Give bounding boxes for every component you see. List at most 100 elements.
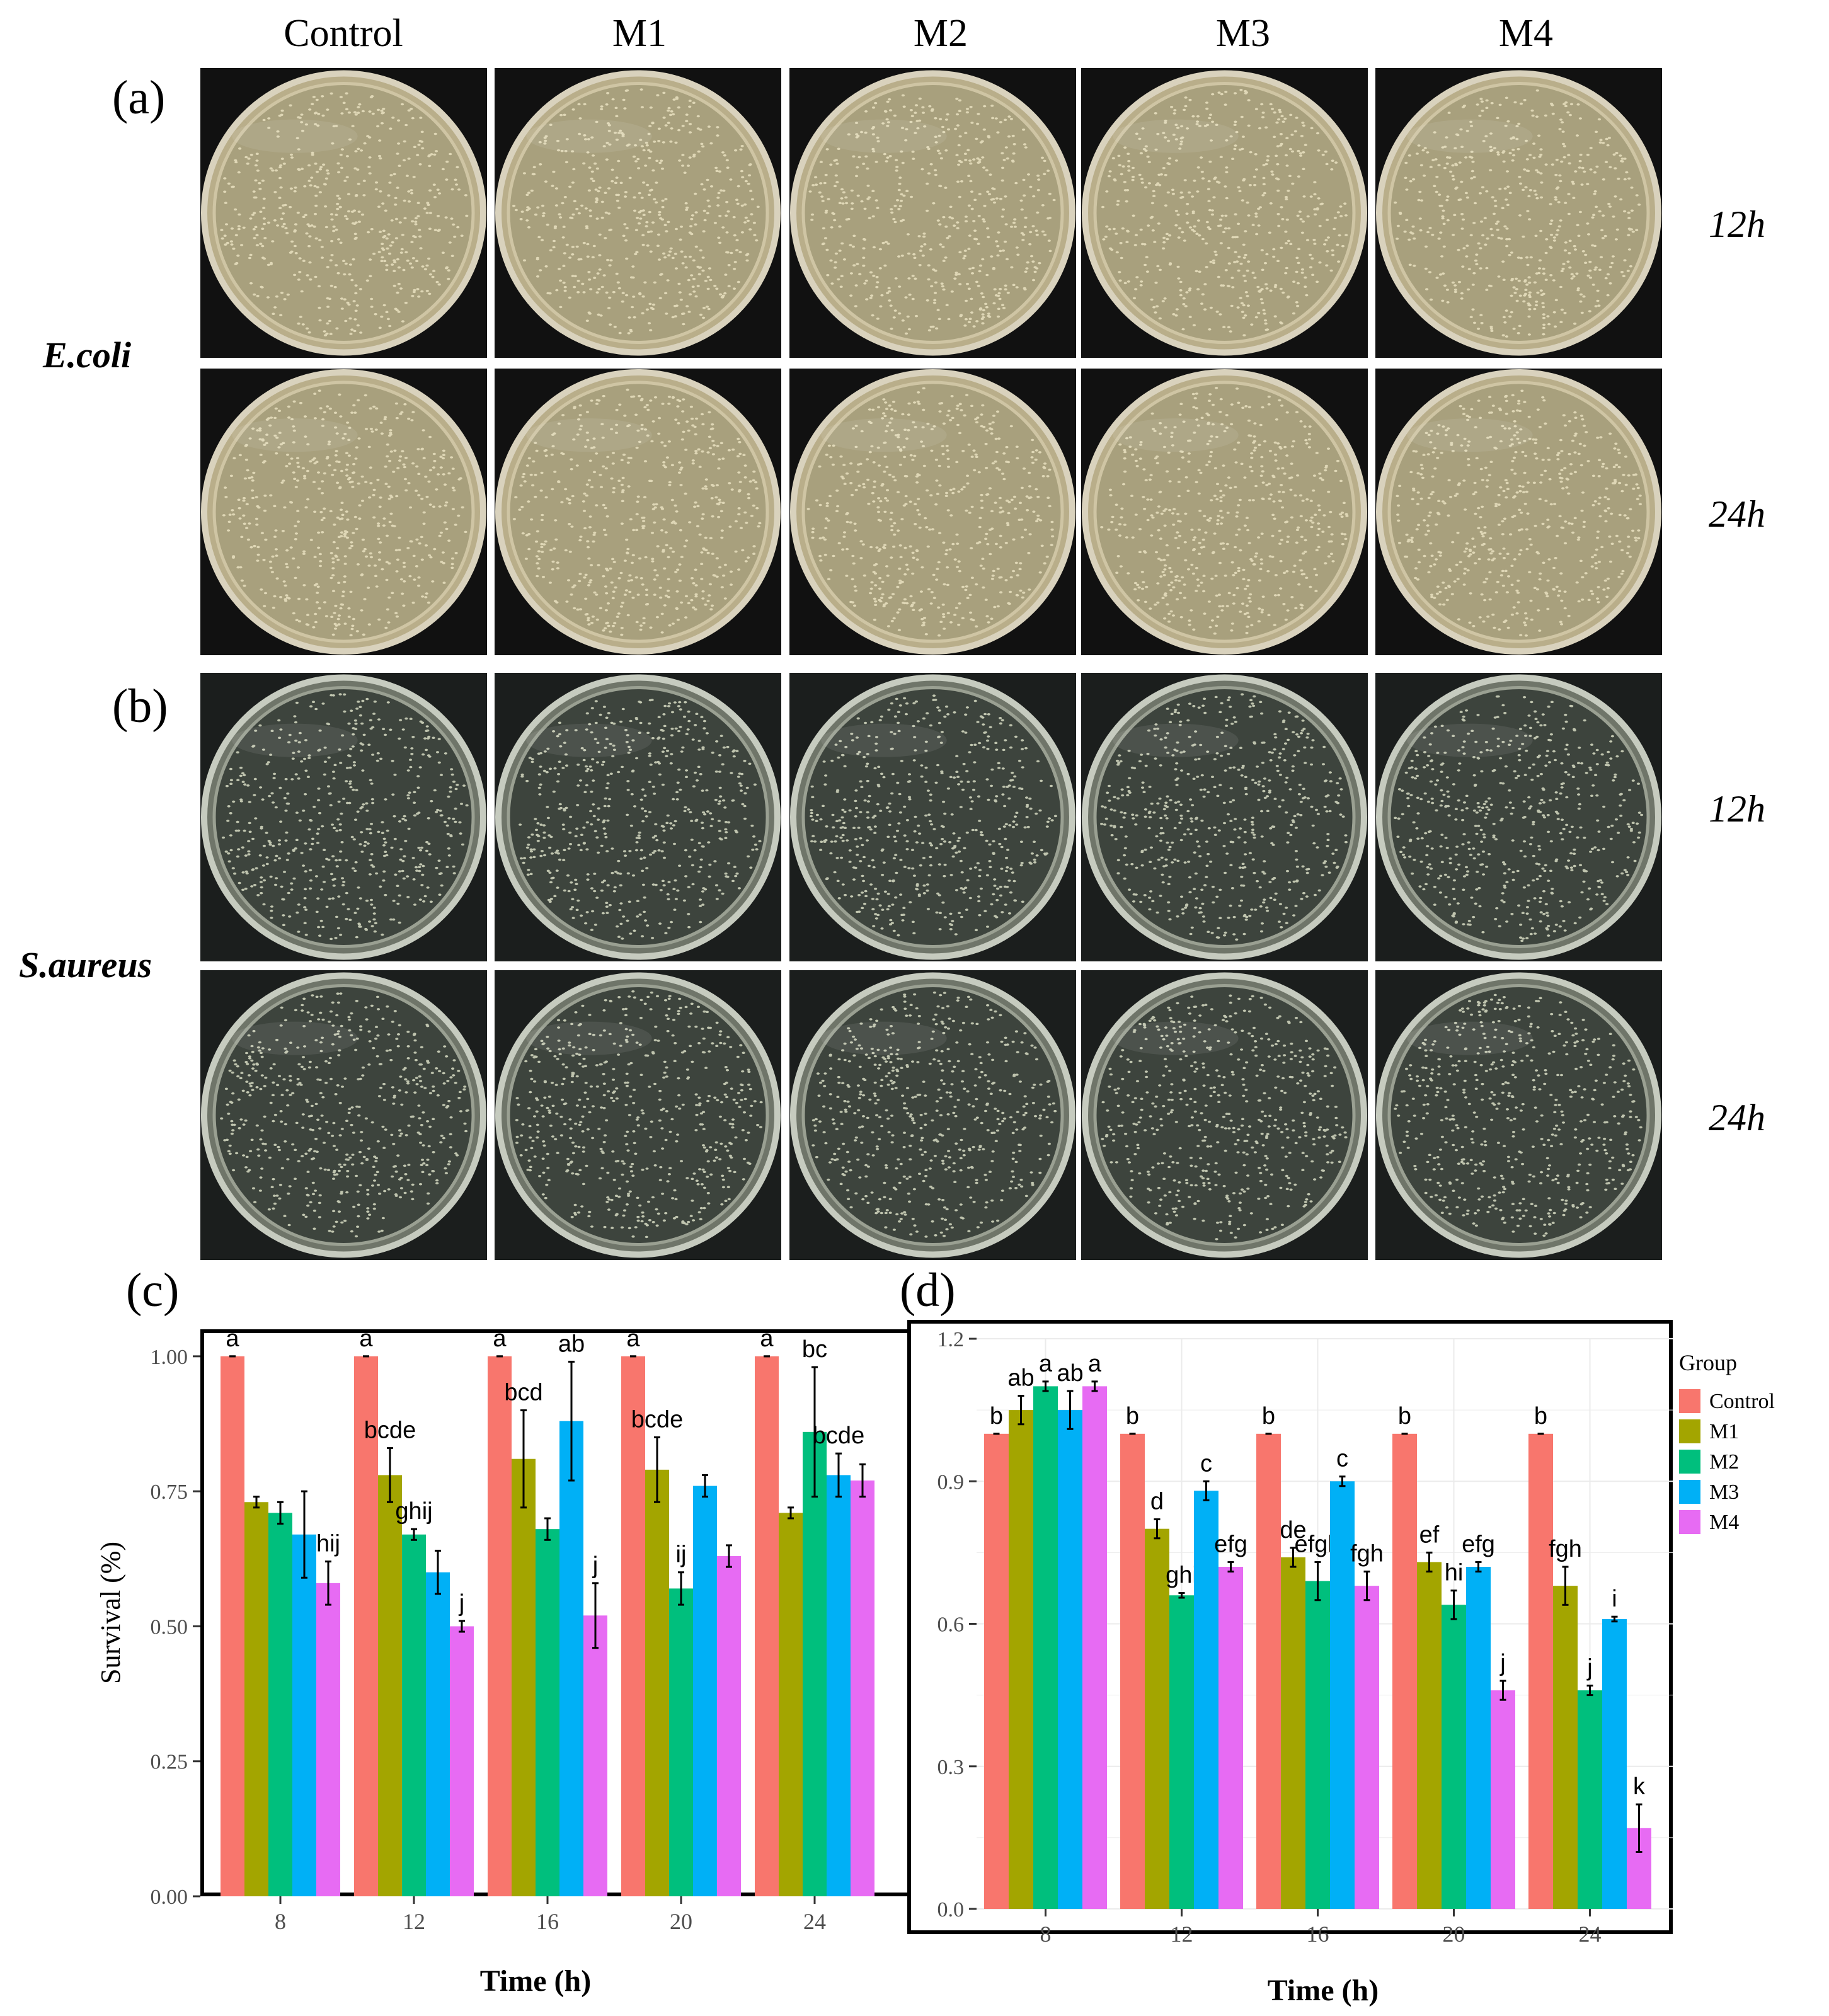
bar <box>1466 1567 1491 1909</box>
petri-plate-photo <box>1081 68 1368 358</box>
significance-letter: j <box>592 1552 598 1579</box>
bar <box>827 1475 851 1896</box>
petri-plate-photo <box>200 970 487 1260</box>
error-bar <box>1203 1480 1210 1501</box>
significance-letter: j <box>1499 1650 1505 1676</box>
bar <box>1256 1433 1281 1909</box>
y-tick-label: 0.6 <box>937 1613 965 1637</box>
bar <box>693 1486 717 1896</box>
error-bar <box>1611 1615 1618 1623</box>
x-tick-label: 20 <box>670 1909 692 1934</box>
bar <box>1169 1595 1194 1909</box>
error-bar <box>1227 1561 1234 1573</box>
error-bar <box>435 1549 441 1595</box>
error-bar <box>1562 1566 1569 1606</box>
significance-letter: fgh <box>1549 1536 1582 1562</box>
error-bar <box>1450 1589 1457 1620</box>
significance-letter: i <box>1612 1586 1617 1612</box>
time-label-saureus-12h: 12h <box>1709 788 1765 830</box>
error-bar <box>301 1490 307 1579</box>
bar <box>450 1626 474 1896</box>
bar <box>378 1475 402 1896</box>
significance-letter: a <box>359 1326 373 1352</box>
column-header-m2: M2 <box>913 12 968 55</box>
bar <box>1058 1410 1082 1909</box>
petri-plate-photo <box>1375 970 1662 1260</box>
bar <box>512 1458 536 1896</box>
x-axis-title: Time (h) <box>1268 1974 1379 2007</box>
petri-plate-photo <box>789 68 1076 358</box>
x-tick-label: 20 <box>1443 1922 1465 1947</box>
x-tick-label: 12 <box>1171 1922 1193 1947</box>
time-label-ecoli-24h: 24h <box>1709 493 1765 535</box>
bar <box>316 1583 340 1896</box>
bar <box>244 1502 268 1896</box>
error-bar <box>726 1544 732 1568</box>
significance-letter: b <box>1262 1403 1275 1429</box>
significance-letter: a <box>626 1326 640 1352</box>
significance-letter: hij <box>316 1531 340 1557</box>
error-bar <box>1363 1571 1370 1601</box>
x-tick-label: 12 <box>403 1909 425 1934</box>
bar <box>354 1356 378 1896</box>
significance-letter: c <box>1200 1450 1212 1477</box>
significance-letter: hi <box>1445 1560 1464 1586</box>
significance-letter: b <box>990 1403 1003 1429</box>
y-tick-label: 0.75 <box>151 1480 188 1504</box>
error-bar <box>1067 1390 1074 1430</box>
significance-letter: a <box>760 1326 774 1352</box>
bar <box>1442 1605 1466 1909</box>
petri-plate-photo <box>1375 673 1662 961</box>
x-tick-label: 8 <box>275 1909 286 1934</box>
bar <box>1305 1581 1330 1909</box>
panel-label-b: (b) <box>112 680 168 733</box>
y-axis-title: Survival (%) <box>95 1542 126 1684</box>
petri-plate-photo <box>200 68 487 358</box>
error-bar <box>1091 1380 1098 1392</box>
petri-plate-photo <box>495 369 781 655</box>
bar <box>426 1572 450 1896</box>
petri-plate-photo <box>200 369 487 655</box>
significance-letter: bcde <box>813 1423 864 1449</box>
significance-letter: efg <box>1214 1531 1247 1557</box>
error-bar <box>544 1517 551 1541</box>
species-label-saureus: S.aureus <box>19 944 152 985</box>
bar <box>1082 1386 1107 1909</box>
significance-letter: bc <box>802 1336 827 1363</box>
legend-label: M3 <box>1709 1480 1739 1504</box>
petri-plate-photo <box>789 673 1076 961</box>
panel-label-d: (d) <box>900 1264 956 1317</box>
significance-letter: a <box>1039 1351 1053 1377</box>
column-header-m3: M3 <box>1215 12 1271 55</box>
bar <box>803 1431 827 1896</box>
significance-letter: ij <box>676 1542 687 1568</box>
error-bar <box>835 1452 842 1498</box>
y-tick-label: 0.25 <box>151 1751 188 1774</box>
bar <box>488 1356 512 1896</box>
bar <box>1281 1557 1305 1909</box>
bar <box>402 1534 426 1896</box>
error-bar <box>702 1474 708 1498</box>
error-bar <box>325 1561 331 1606</box>
y-tick-label: 0.3 <box>937 1756 965 1779</box>
bar <box>1417 1562 1442 1909</box>
bar <box>1392 1433 1417 1909</box>
bar <box>559 1421 583 1896</box>
significance-letter: ab <box>1057 1360 1083 1387</box>
significance-letter: ghij <box>395 1498 432 1525</box>
bar <box>536 1529 559 1896</box>
y-tick-label: 1.00 <box>151 1346 188 1369</box>
bar <box>755 1356 779 1896</box>
chart-c-survival: 0.00 0.25 0.50 0.75 1.00 a a a a a bcde bcd bcde ghij… <box>95 1326 874 1998</box>
error-bar <box>1339 1475 1346 1487</box>
error-bar <box>387 1447 393 1503</box>
y-tick-label: 0.9 <box>937 1470 965 1494</box>
error-bar <box>1426 1551 1433 1573</box>
significance-letter: b <box>1126 1403 1139 1429</box>
significance-letter: j <box>459 1590 464 1617</box>
bar <box>717 1556 741 1896</box>
bar <box>1491 1690 1515 1909</box>
error-bar <box>1636 1803 1643 1853</box>
bar <box>1602 1618 1627 1909</box>
